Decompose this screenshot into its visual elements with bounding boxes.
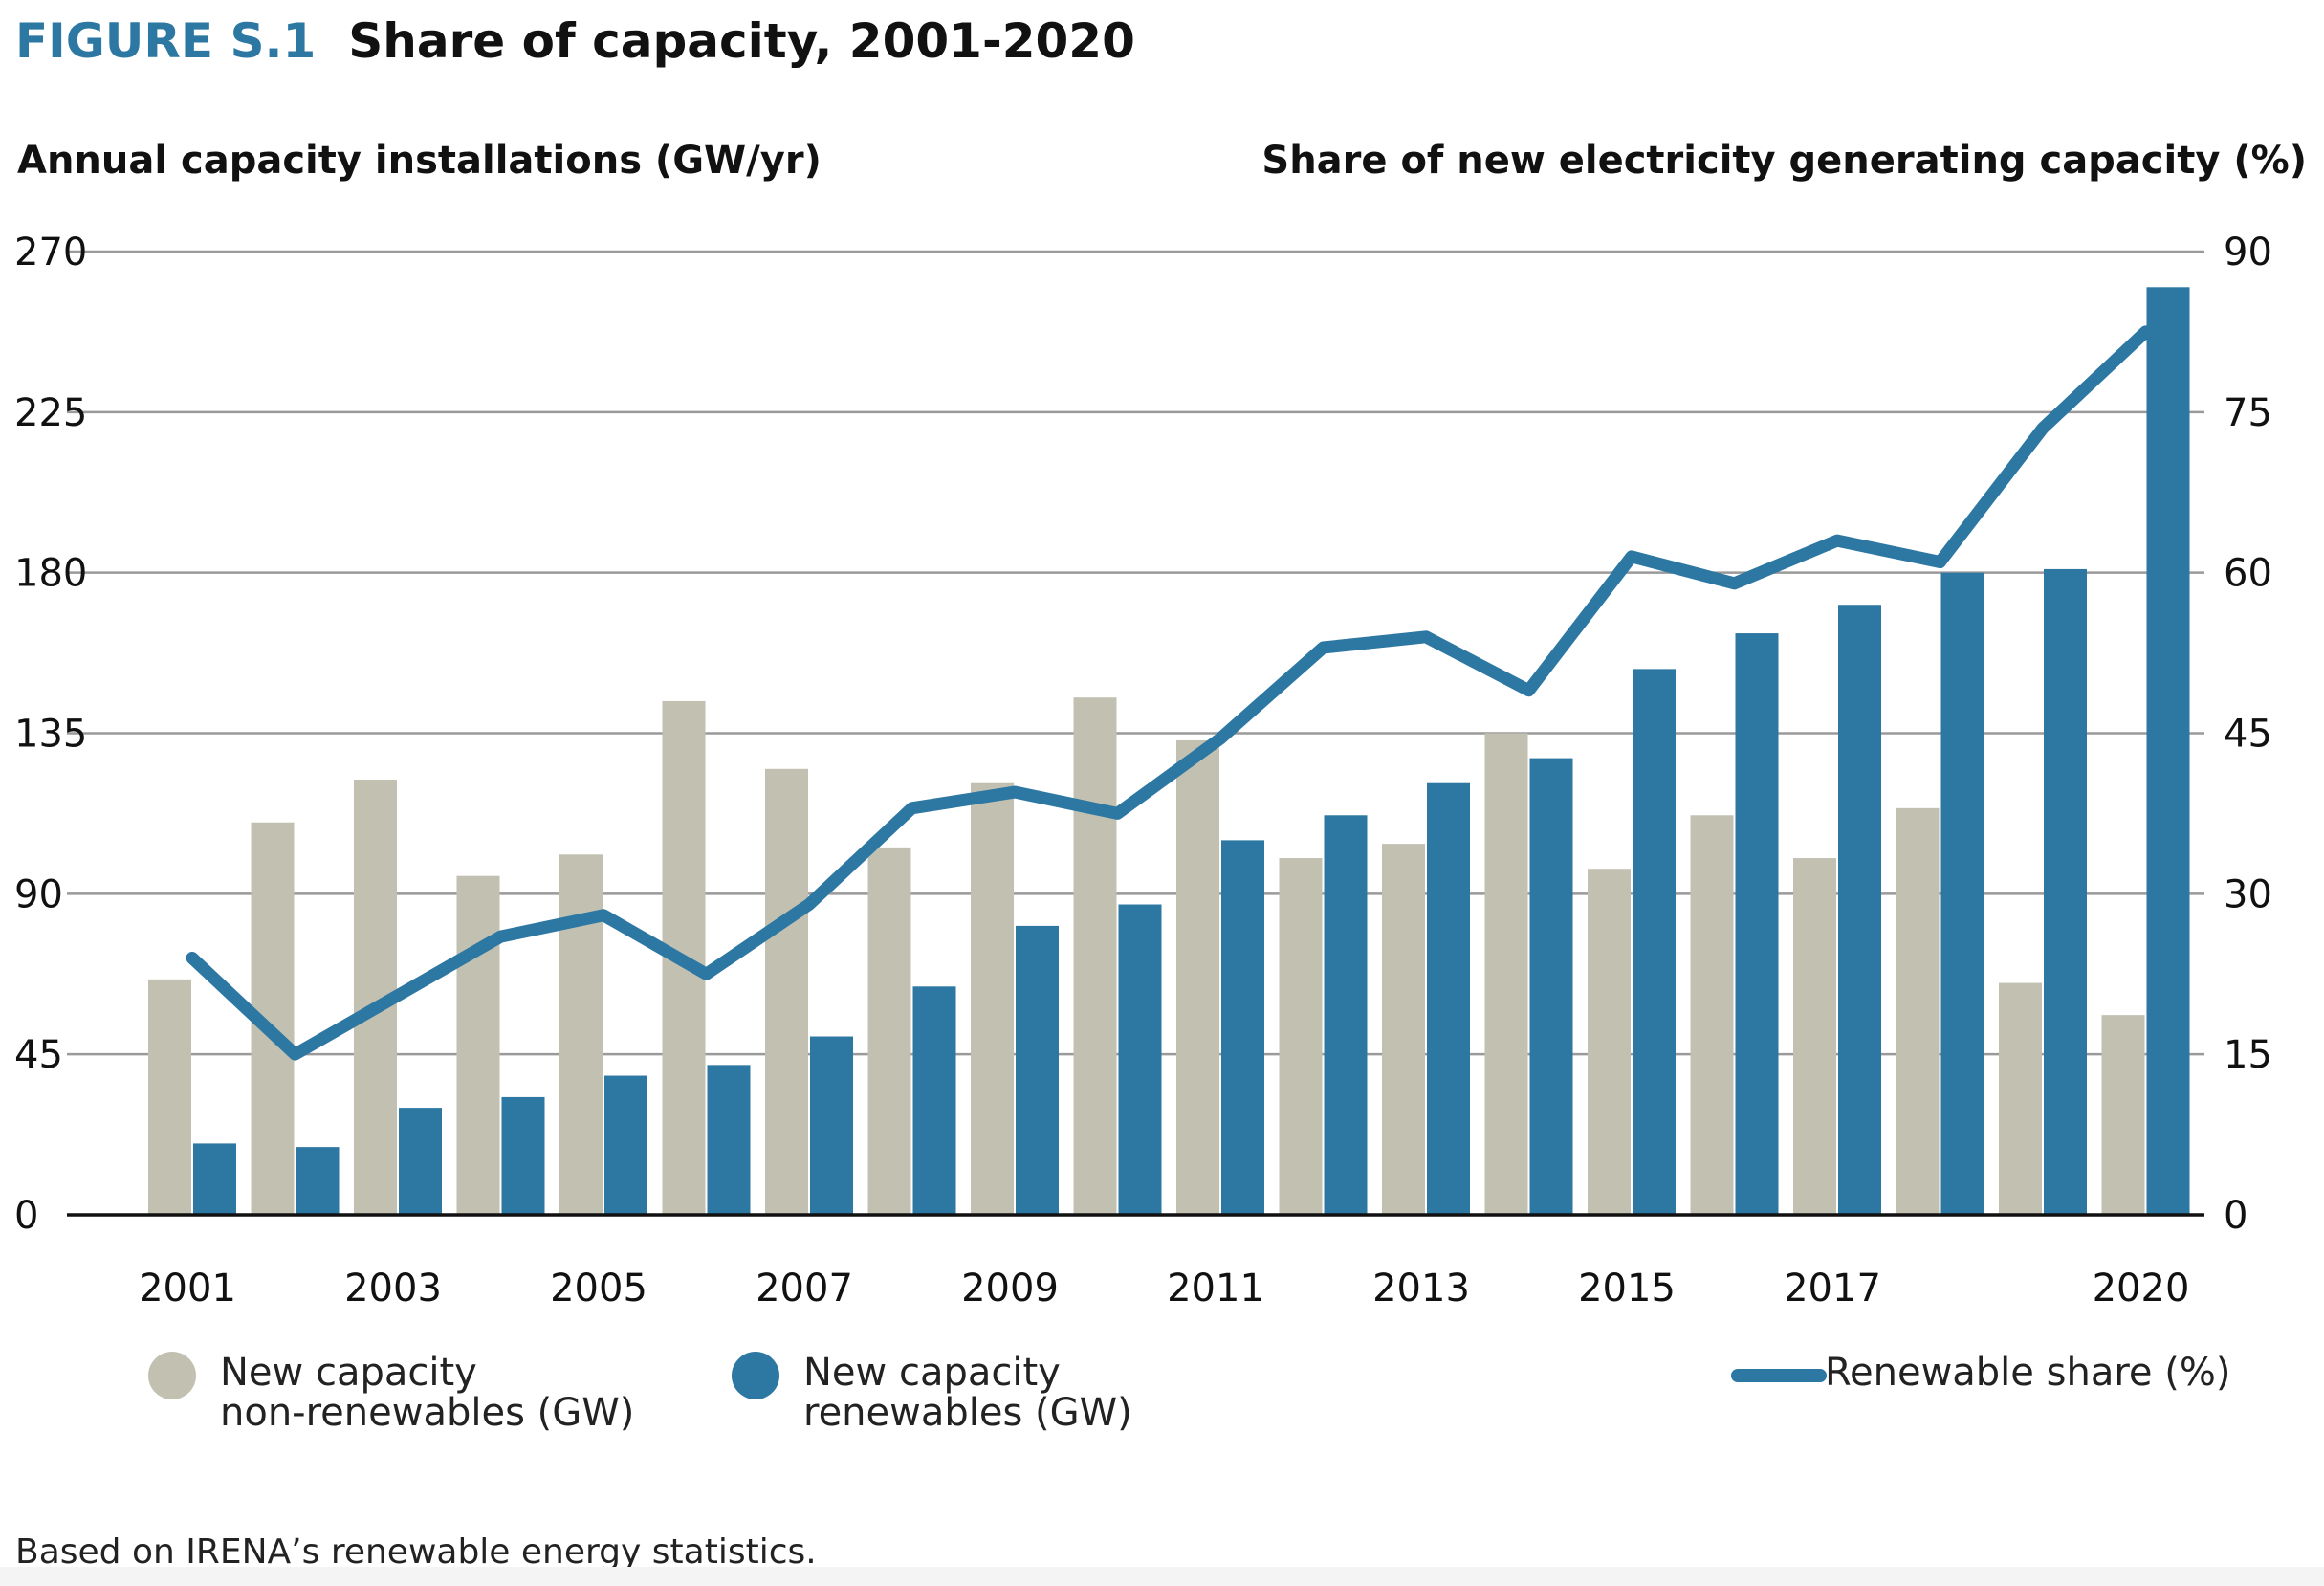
x-tick-label: 2007 [756,1267,853,1311]
left-tick-label: 180 [14,552,87,596]
x-tick-label: 2013 [1372,1267,1470,1311]
x-tick-label: 2009 [961,1267,1059,1311]
bar-non-renewable [559,854,603,1215]
bar-renewable [296,1147,340,1215]
bar-renewable [2146,287,2190,1216]
legend-non-renewable-line1: New capacity [220,1351,477,1395]
bar-renewable [1838,605,1881,1215]
bar-renewable [1633,669,1676,1215]
figure-title: Share of capacity, 2001-2020 [348,13,1135,69]
bottom-strip [0,1567,2324,1586]
bar-non-renewable [2101,1015,2145,1215]
bar-non-renewable [1999,982,2042,1215]
bar-renewable [1940,572,1984,1215]
figure-label: FIGURE S.1 [15,13,317,69]
bar-renewable [1221,840,1264,1215]
left-axis-title: Annual capacity installations (GW/yr) [17,139,822,183]
bar-renewable [912,986,956,1215]
bar-non-renewable [1588,869,1631,1215]
legend-renewable-label: New capacity renewables (GW) [803,1353,1132,1433]
legend-renewable-line1: New capacity [803,1351,1061,1395]
right-tick-label: 75 [2224,391,2272,435]
left-tick-label: 135 [14,713,87,757]
bar-non-renewable [1382,844,1425,1215]
renewable-share-line [186,325,2152,1061]
x-tick-label: 2015 [1578,1267,1676,1311]
right-tick-label: 0 [2224,1194,2247,1238]
bar-non-renewable [1279,858,1323,1215]
legend-non-renewable-label: New capacity non-renewables (GW) [220,1353,634,1433]
bar-renewable [2044,568,2087,1215]
bar-renewable [604,1075,647,1215]
x-tick-label: 2001 [139,1267,236,1311]
bar-renewable [810,1036,853,1215]
bar-non-renewable [1176,739,1219,1215]
bar-renewable [707,1065,751,1215]
bar-non-renewable [1896,807,1940,1215]
left-tick-label: 45 [14,1033,63,1077]
bar-renewable [1016,925,1059,1215]
source-note: Based on IRENA’s renewable energy statis… [15,1532,817,1572]
bar-non-renewable [1484,733,1528,1215]
right-tick-label: 15 [2224,1033,2272,1077]
bar-non-renewable [1073,697,1117,1215]
left-tick-label: 270 [14,231,87,275]
right-tick-label: 90 [2224,231,2272,275]
bar-renewable [1529,758,1573,1215]
right-tick-label: 30 [2224,872,2272,916]
legend-renewable-line2: renewables (GW) [803,1391,1132,1435]
x-tick-label: 2017 [1784,1267,1881,1311]
x-tick-label: 2020 [2093,1267,2190,1311]
x-tick-label: 2003 [344,1267,442,1311]
bar-renewable [1427,782,1470,1215]
bar-renewable [501,1096,545,1215]
bar-renewable [1118,904,1162,1215]
bar-non-renewable [456,875,500,1215]
bar-non-renewable [765,768,808,1215]
legend-share-swatch [1731,1369,1827,1382]
bar-non-renewable [1690,815,1734,1215]
legend-non-renewable-line2: non-renewables (GW) [220,1391,635,1435]
legend-non-renewable-swatch [148,1352,196,1399]
bar-renewable [193,1143,236,1215]
bar-non-renewable [971,782,1014,1215]
legend-share-label: Renewable share (%) [1825,1351,2231,1395]
bar-non-renewable [867,847,911,1215]
left-tick-label: 90 [14,872,63,916]
x-tick-label: 2011 [1167,1267,1264,1311]
figure-header: FIGURE S.1 Share of capacity, 2001-2020 [15,13,1135,69]
left-tick-label: 225 [14,391,87,435]
bar-renewable [1324,815,1368,1215]
bar-renewable [1735,633,1779,1215]
right-tick-label: 45 [2224,713,2272,757]
left-tick-label: 0 [14,1194,38,1238]
legend-renewable-swatch [732,1352,779,1399]
right-tick-label: 60 [2224,552,2272,596]
bar-non-renewable [1793,858,1836,1215]
right-axis-title: Share of new electricity generating capa… [1261,139,2307,183]
bar-renewable [399,1108,442,1215]
bar-non-renewable [148,979,191,1215]
x-tick-label: 2005 [550,1267,647,1311]
